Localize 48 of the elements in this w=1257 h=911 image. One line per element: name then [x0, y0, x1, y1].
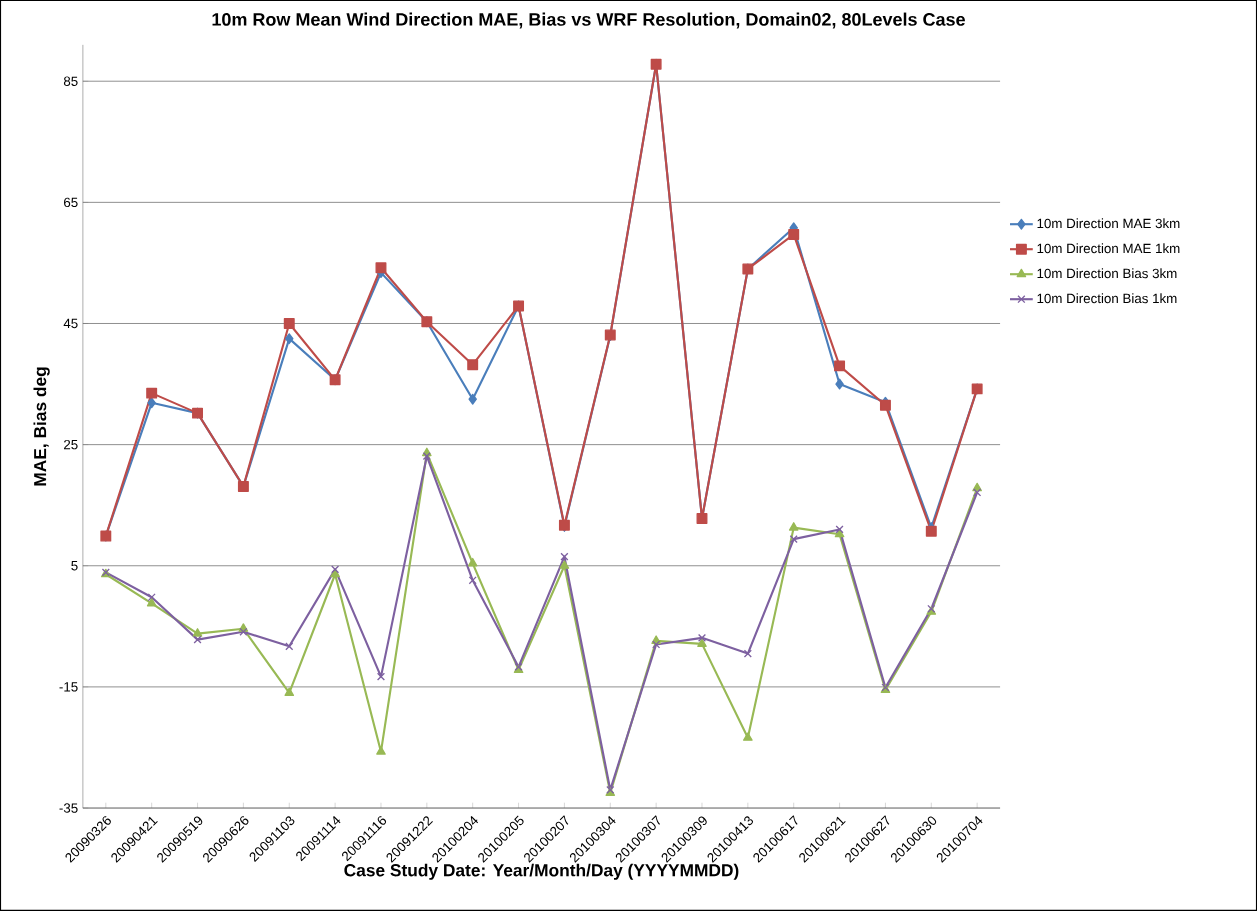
legend-label: 10m Direction Bias 1km: [1037, 293, 1177, 304]
y-axis-title: MAE, Bias deg: [33, 367, 50, 486]
chart-title: 10m Row Mean Wind Direction MAE, Bias vs WRF Resolution, Domain02, 80Levels Case: [212, 12, 965, 29]
point: [834, 360, 846, 372]
point: [835, 378, 844, 390]
point: [192, 628, 203, 637]
point: [193, 635, 202, 644]
point: [283, 318, 295, 329]
point: [559, 560, 570, 569]
point: [973, 488, 982, 497]
point: [743, 732, 753, 741]
point: [376, 746, 386, 755]
point: [147, 593, 156, 602]
point: [422, 452, 431, 461]
point: [652, 640, 661, 649]
point: [147, 397, 156, 409]
point: [743, 649, 752, 658]
y-tick-label: 25: [64, 439, 78, 450]
point: [146, 597, 157, 607]
point: [331, 565, 340, 574]
y-tick-label: 5: [71, 561, 78, 571]
point: [835, 525, 844, 534]
point: [697, 633, 707, 642]
point: [467, 359, 479, 371]
point: [284, 333, 294, 345]
y-tick-label: -35: [59, 803, 78, 813]
y-tick-label: 45: [63, 318, 78, 329]
point: [376, 672, 386, 681]
point: [146, 387, 158, 399]
point: [560, 552, 569, 561]
point: [284, 687, 295, 697]
point: [375, 262, 387, 274]
legend-label: 10m Direction MAE 1km: [1037, 243, 1180, 254]
point: [788, 522, 799, 531]
point: [285, 642, 294, 651]
point: [789, 535, 798, 544]
point: [468, 393, 477, 405]
x-axis-title: Case Study Date: Year/Month/Day (YYYYMMDD): [344, 863, 739, 880]
y-tick-label: 65: [64, 197, 78, 208]
y-tick-label: 85: [63, 76, 78, 86]
point: [239, 627, 248, 636]
point: [697, 638, 707, 647]
point: [788, 229, 800, 240]
point: [467, 557, 478, 567]
legend-label: 10m Direction Bias 3km: [1037, 268, 1177, 279]
point: [468, 576, 477, 585]
legend-label: 10m Direction MAE 3km: [1037, 218, 1180, 229]
y-tick-label: -15: [59, 682, 78, 692]
